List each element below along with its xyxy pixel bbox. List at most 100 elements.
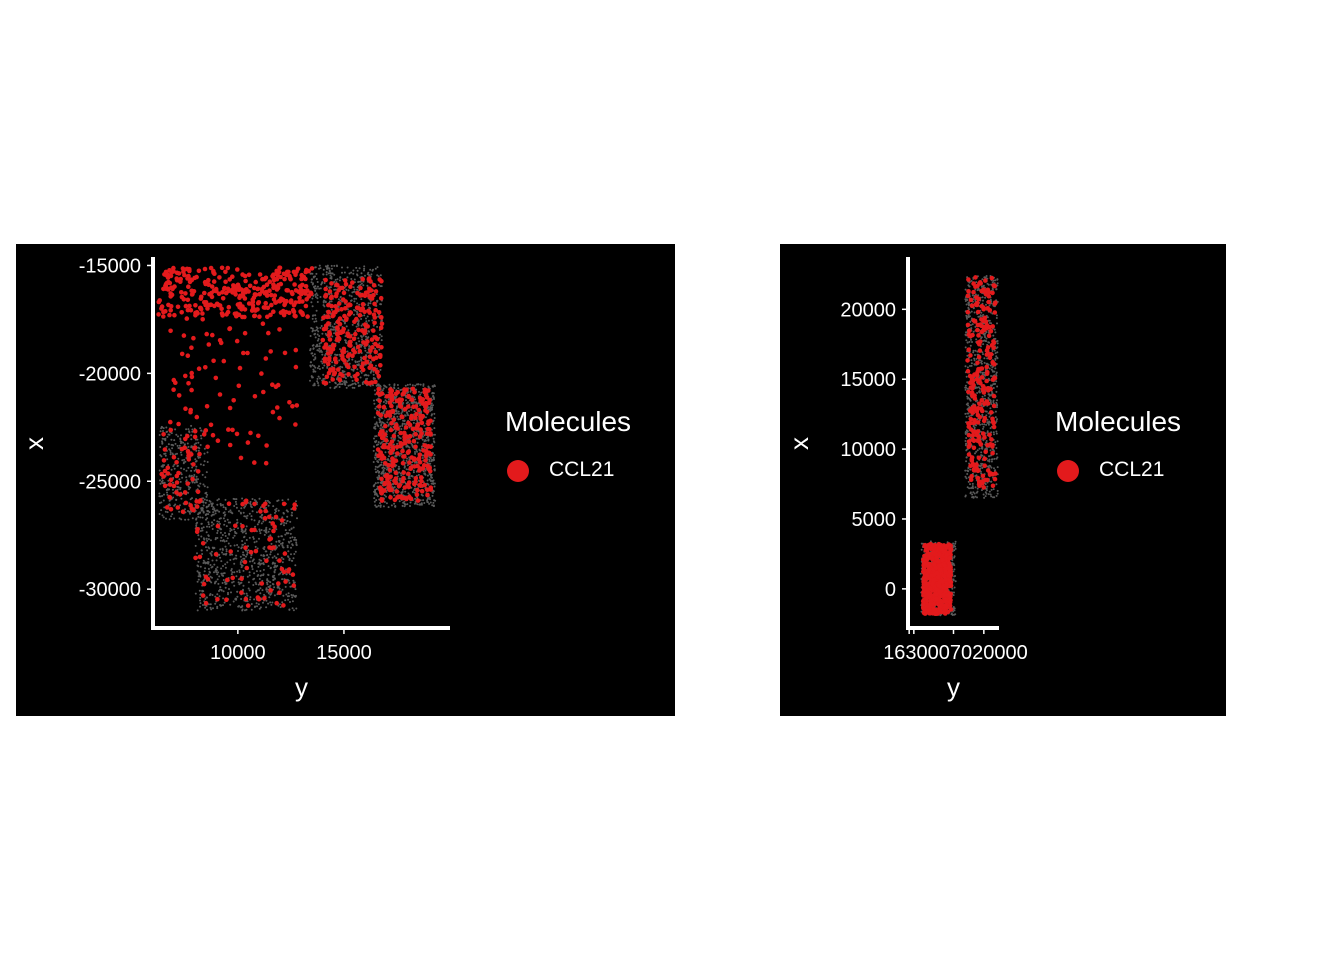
molecule-point [169, 285, 174, 291]
molecule-point [378, 315, 384, 320]
molecule-point [189, 387, 194, 393]
molecule-point [192, 446, 197, 451]
cell-point [965, 316, 968, 319]
cell-point [267, 530, 270, 533]
cell-point [201, 473, 204, 476]
cell-point [209, 552, 212, 555]
cell-point [953, 613, 956, 616]
cell-point [344, 373, 347, 376]
cell-point [994, 279, 997, 282]
cell-point [409, 505, 411, 507]
cell-point [982, 493, 985, 496]
cell-point [164, 438, 167, 441]
cell-point [364, 349, 367, 352]
molecule-point [378, 450, 384, 455]
cell-point [292, 579, 295, 582]
cell-point [330, 264, 333, 267]
molecule-point [259, 286, 265, 292]
cell-point [431, 480, 434, 482]
cell-point [178, 478, 181, 481]
molecule-point [300, 299, 305, 304]
molecule-point [376, 386, 381, 392]
cell-point [378, 418, 381, 420]
molecule-point [330, 343, 336, 348]
cell-point [245, 539, 248, 541]
cell-point [316, 285, 319, 288]
molecule-point [183, 303, 189, 309]
cell-point [274, 564, 277, 567]
molecule-point [179, 290, 184, 295]
cell-point [180, 434, 182, 437]
molecule-point [422, 482, 428, 488]
cell-point [988, 367, 991, 370]
cell-point [368, 345, 371, 348]
molecule-point [226, 427, 231, 432]
cell-point [231, 581, 234, 584]
cell-point [226, 537, 229, 540]
cell-point [376, 274, 379, 277]
molecule-point [192, 275, 197, 281]
cell-point [191, 497, 193, 500]
cell-point [375, 398, 378, 401]
cell-point [217, 498, 220, 501]
cell-point [329, 386, 332, 389]
cell-point [401, 409, 404, 412]
molecule-point [252, 313, 258, 319]
molecule-point [250, 299, 256, 304]
molecule-point [263, 356, 269, 361]
cell-point [346, 276, 349, 279]
cell-point [384, 451, 387, 454]
cell-point [289, 520, 292, 523]
cell-point [269, 581, 272, 584]
cell-point [991, 350, 994, 352]
cell-point [430, 476, 433, 479]
molecule-point [415, 498, 421, 503]
cell-point [357, 280, 360, 283]
molecule-point [405, 450, 411, 455]
cell-point [191, 430, 194, 433]
molecule-point [205, 280, 210, 285]
molecule-point [240, 524, 245, 529]
cell-point [360, 359, 363, 362]
molecule-point [299, 276, 304, 282]
cell-point [283, 524, 285, 527]
cell-point [995, 420, 998, 422]
cell-point [418, 448, 421, 451]
cell-point [251, 498, 254, 500]
molecule-point [276, 581, 281, 586]
cell-point [392, 401, 395, 404]
cell-point [329, 272, 332, 275]
cell-point [974, 349, 977, 352]
cell-point [971, 493, 974, 496]
cell-point [267, 602, 270, 605]
cell-point [187, 466, 190, 469]
molecule-point [337, 321, 343, 327]
cell-point [969, 344, 972, 347]
cell-point [325, 271, 328, 274]
molecule-point [326, 321, 331, 326]
cell-point [199, 599, 201, 602]
molecule-point [323, 277, 328, 283]
cell-point [187, 445, 190, 448]
cell-point [262, 520, 265, 523]
molecule-point [204, 404, 210, 409]
cell-point [228, 532, 231, 535]
cell-point [250, 505, 253, 508]
cell-point [224, 563, 227, 566]
cell-point [282, 594, 285, 597]
cell-point [201, 516, 204, 519]
cell-point [256, 575, 259, 577]
molecule-point [197, 554, 203, 560]
cell-point [368, 306, 371, 309]
molecule-point [333, 304, 338, 309]
molecule-point [341, 346, 347, 352]
molecule-point [378, 352, 383, 358]
cell-point [325, 273, 328, 276]
molecule-point [222, 285, 227, 291]
molecule-point [378, 363, 383, 368]
cell-point [161, 440, 163, 443]
molecule-point [419, 488, 425, 494]
molecule-point [167, 495, 173, 500]
cell-point [341, 383, 344, 386]
molecule-point [305, 288, 310, 293]
